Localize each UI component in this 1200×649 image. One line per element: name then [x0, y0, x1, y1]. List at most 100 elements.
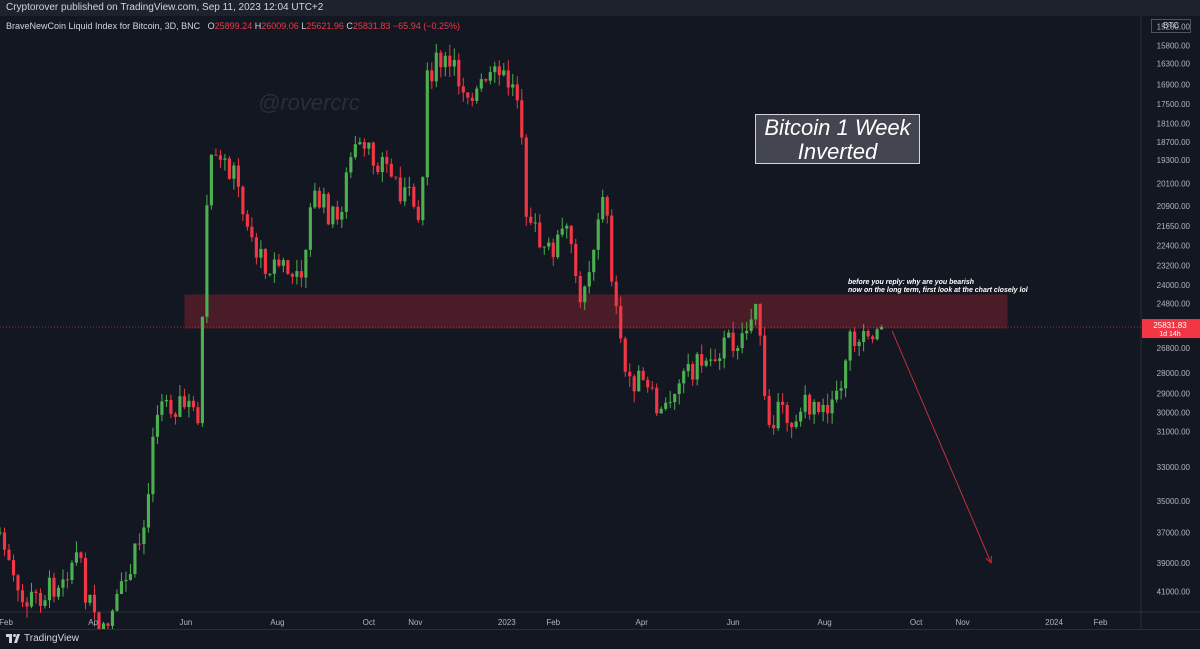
- candle-body: [358, 142, 362, 145]
- candle-body: [137, 543, 142, 545]
- candle-body: [232, 165, 236, 179]
- candle-body: [7, 549, 11, 560]
- candle-body: [520, 100, 524, 138]
- candle-body: [821, 404, 825, 413]
- candle-body: [236, 165, 240, 187]
- candle-body: [425, 70, 429, 178]
- candle-body: [538, 222, 542, 248]
- candle-body: [151, 436, 155, 495]
- candle-body: [146, 494, 151, 528]
- candle-body: [542, 246, 546, 248]
- candle-body: [596, 219, 600, 250]
- candle-body: [794, 421, 798, 428]
- y-tick-label: 30000.00: [1157, 409, 1191, 418]
- candle-body: [857, 341, 861, 346]
- projection-arrow: [891, 330, 992, 564]
- candle-body: [11, 559, 16, 576]
- ticker-box[interactable]: BTC: [1151, 19, 1191, 33]
- candle-body: [601, 197, 605, 220]
- candle-body: [551, 242, 555, 258]
- candle-body: [583, 286, 587, 303]
- candle-body: [695, 354, 699, 380]
- candle-body: [736, 348, 740, 351]
- candle-body: [74, 552, 79, 563]
- y-tick-label: 29000.00: [1157, 389, 1191, 398]
- candle-body: [79, 552, 83, 558]
- candle-body: [155, 414, 160, 437]
- note-line-1: before you reply: why are you bearish: [848, 279, 975, 286]
- candle-body: [335, 206, 339, 220]
- candle-body: [682, 371, 686, 384]
- candle-body: [763, 335, 767, 396]
- candle-body: [272, 259, 276, 274]
- candle-body: [443, 55, 447, 68]
- candle-body: [200, 316, 204, 424]
- y-tick-label: 26800.00: [1157, 344, 1191, 353]
- candle-body: [740, 333, 744, 349]
- candle-body: [196, 407, 200, 424]
- tradingview-icon: [6, 634, 20, 643]
- candle-body: [767, 395, 771, 425]
- candle-body: [268, 273, 272, 275]
- candle-body: [173, 413, 177, 417]
- candle-body: [668, 402, 672, 404]
- x-tick-label: 2024: [1045, 618, 1063, 627]
- candle-body: [475, 88, 479, 101]
- candle-body: [803, 394, 807, 412]
- candle-body: [38, 592, 43, 606]
- candle-body: [718, 358, 722, 361]
- x-tick-label: Nov: [408, 618, 422, 627]
- candle-body: [713, 359, 717, 361]
- x-tick-label: Feb: [1094, 618, 1108, 627]
- chart-area[interactable]: 15280.00 15800.00 16300.00 16900.00 17500.00…: [0, 16, 1200, 629]
- x-tick-label: Jun: [179, 618, 192, 627]
- candle-body: [29, 591, 34, 607]
- candle-body: [754, 303, 758, 320]
- legend-close-value: 25831.83: [352, 21, 391, 31]
- candle-body: [0, 532, 2, 534]
- published-header: Cryptorover published on TradingView.com…: [0, 0, 1200, 16]
- candle-body: [106, 623, 110, 626]
- last-price-badge: [1142, 319, 1200, 339]
- candlestick-chart[interactable]: 15280.00 15800.00 16300.00 16900.00 17500.00…: [0, 16, 1200, 629]
- candle-body: [839, 388, 843, 391]
- candle-body: [407, 186, 411, 188]
- candle-body: [254, 237, 258, 258]
- y-tick-label: 33000.00: [1157, 463, 1191, 472]
- x-tick-label: Apr: [635, 618, 648, 627]
- y-tick-label: 39000.00: [1157, 559, 1191, 568]
- y-tick-label: 21650.00: [1157, 222, 1191, 231]
- candle-body: [578, 275, 582, 303]
- candle-body: [722, 337, 726, 359]
- candle-body: [785, 404, 789, 423]
- candle-body: [461, 86, 465, 93]
- symbol-legend: BraveNewCoin Liquid Index for Bitcoin, 3…: [6, 21, 460, 31]
- candle-body: [646, 379, 650, 388]
- candle-body: [799, 411, 803, 422]
- candle-body: [686, 364, 690, 372]
- author-watermark: @rovercrc: [258, 90, 360, 115]
- candle-body: [416, 206, 420, 221]
- legend-symbol: BraveNewCoin Liquid Index for Bitcoin, 3…: [6, 21, 201, 31]
- candle-body: [317, 190, 321, 208]
- candle-body: [142, 527, 146, 545]
- tradingview-logo[interactable]: TradingView: [6, 633, 79, 644]
- candle-body: [569, 225, 573, 244]
- candle-body: [43, 600, 47, 606]
- candle-body: [466, 92, 470, 98]
- candle-body: [101, 623, 106, 629]
- candle-body: [362, 142, 366, 149]
- candle-body: [452, 59, 456, 67]
- candle-body: [619, 306, 623, 339]
- candle-body: [556, 234, 560, 258]
- legend-change: −65.94 (−0.25%): [392, 21, 460, 31]
- candle-body: [214, 154, 218, 156]
- candle-body: [178, 396, 182, 417]
- candle-body: [664, 402, 668, 409]
- candle-body: [83, 557, 88, 603]
- candle-body: [250, 226, 254, 238]
- x-tick-label: Nov: [955, 618, 969, 627]
- candle-body: [506, 70, 510, 88]
- legend-low-value: 25621.96: [306, 21, 344, 31]
- y-tick-label: 17500.00: [1157, 100, 1191, 109]
